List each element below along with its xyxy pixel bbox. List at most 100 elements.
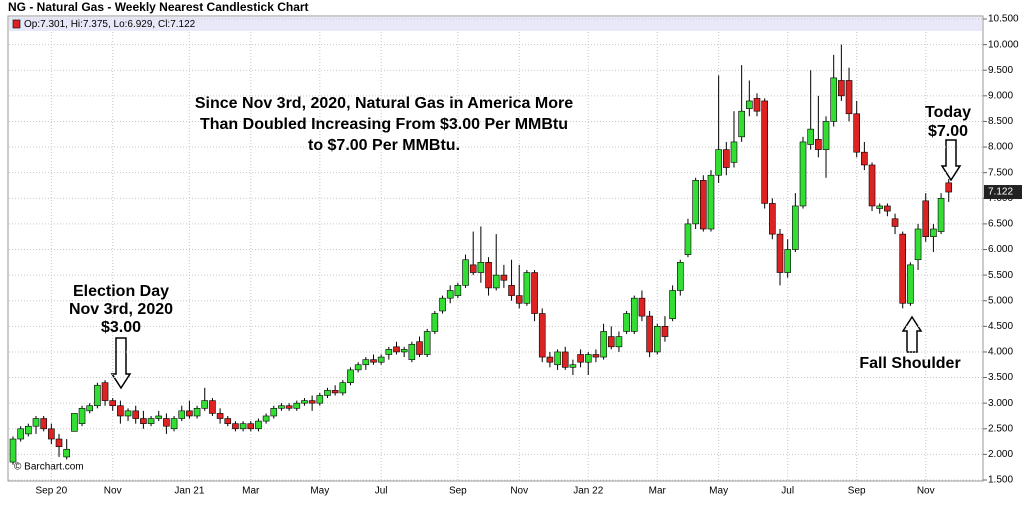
candle-body bbox=[630, 297, 638, 332]
candle-body bbox=[55, 438, 63, 448]
candle-body bbox=[86, 405, 93, 412]
x-tick-label: Jul bbox=[375, 486, 388, 497]
candle-body bbox=[216, 413, 224, 419]
y-tick-label: 3.500 bbox=[988, 372, 1013, 383]
candle-body bbox=[930, 228, 937, 237]
chart-title: NG - Natural Gas - Weekly Nearest Candle… bbox=[8, 0, 309, 14]
candle-body bbox=[508, 285, 515, 296]
candle-body bbox=[462, 259, 469, 286]
candle-body bbox=[308, 400, 316, 404]
candle-body bbox=[331, 390, 339, 394]
candle-body bbox=[577, 354, 584, 363]
candle-body bbox=[247, 423, 255, 430]
annotation: Fall Shoulder bbox=[859, 355, 960, 372]
y-tick-label: 6.000 bbox=[988, 244, 1013, 255]
candle-body bbox=[830, 77, 837, 122]
candle-body bbox=[178, 410, 186, 419]
candle-body bbox=[907, 264, 914, 304]
x-tick-label: Mar bbox=[649, 486, 667, 497]
candle-body bbox=[370, 359, 377, 363]
annotation: $3.00 bbox=[101, 319, 141, 336]
y-tick-label: 4.500 bbox=[988, 321, 1013, 332]
candle-body bbox=[692, 180, 699, 225]
candle-body bbox=[607, 336, 615, 348]
x-tick-label: Nov bbox=[917, 486, 935, 497]
candle-body bbox=[25, 425, 32, 435]
candle-body bbox=[278, 405, 285, 409]
candle-body bbox=[316, 395, 324, 404]
candle-body bbox=[584, 354, 592, 363]
annotation: Than Doubled Increasing From $3.00 Per M… bbox=[200, 116, 568, 133]
annotation: $7.00 bbox=[928, 123, 968, 140]
y-tick-label: 4.000 bbox=[988, 347, 1013, 358]
candle-body bbox=[124, 410, 132, 417]
candle-body bbox=[78, 407, 86, 424]
x-tick-label: Jan 22 bbox=[573, 486, 603, 497]
x-tick-label: Nov bbox=[510, 486, 528, 497]
candle-body bbox=[63, 448, 70, 458]
candle-body bbox=[899, 233, 907, 304]
candle-body bbox=[638, 297, 646, 317]
candle-body bbox=[515, 295, 523, 304]
candle-body bbox=[385, 349, 393, 355]
candle-body bbox=[408, 343, 416, 360]
candle-body bbox=[469, 264, 477, 273]
candle-body bbox=[209, 400, 216, 414]
candle-body bbox=[868, 164, 876, 207]
candle-body bbox=[761, 100, 768, 204]
x-tick-label: Jul bbox=[781, 486, 794, 497]
candle-body bbox=[109, 400, 117, 407]
y-tick-label: 5.000 bbox=[988, 295, 1013, 306]
candle-body bbox=[140, 418, 147, 424]
candle-body bbox=[914, 228, 922, 261]
candle-body bbox=[807, 128, 814, 145]
candle-body bbox=[32, 418, 40, 427]
candle-body bbox=[40, 418, 47, 430]
candle-body bbox=[945, 182, 953, 193]
candle-body bbox=[853, 113, 861, 153]
arrow bbox=[901, 315, 923, 353]
candle-body bbox=[600, 331, 607, 358]
candle-body bbox=[546, 356, 554, 363]
candle-body bbox=[285, 405, 293, 409]
candle-body bbox=[822, 121, 830, 150]
candle-body bbox=[163, 418, 170, 427]
candle-body bbox=[531, 272, 538, 314]
candle-body bbox=[324, 390, 331, 396]
candle-body bbox=[937, 197, 945, 232]
candle-body bbox=[845, 80, 853, 115]
candle-body bbox=[17, 428, 24, 440]
candle-body bbox=[861, 151, 868, 166]
candle-body bbox=[776, 233, 784, 273]
candle-body bbox=[746, 100, 753, 109]
candle-body bbox=[730, 141, 738, 163]
candle-body bbox=[377, 356, 385, 363]
candle-body bbox=[669, 290, 676, 319]
candle-body bbox=[561, 351, 569, 368]
arrow bbox=[940, 139, 962, 182]
candle-body bbox=[753, 98, 761, 112]
candle-body bbox=[623, 313, 630, 332]
candle-body bbox=[446, 290, 454, 299]
candle-body bbox=[500, 274, 508, 281]
candle-body bbox=[423, 331, 431, 355]
watermark: © Barchart.com bbox=[14, 462, 84, 473]
candle-body bbox=[170, 418, 178, 430]
legend-band bbox=[9, 17, 982, 31]
y-tick-label: 7.500 bbox=[988, 167, 1013, 178]
candle-body bbox=[354, 364, 362, 371]
candle-body bbox=[715, 149, 722, 176]
candle-body bbox=[400, 349, 408, 353]
candle-body bbox=[485, 262, 492, 289]
candle-body bbox=[784, 249, 791, 273]
candle-body bbox=[838, 80, 845, 97]
x-tick-label: May bbox=[310, 486, 329, 497]
candle-body bbox=[592, 354, 600, 358]
candle-body bbox=[193, 407, 201, 417]
last-price-label: 7.122 bbox=[988, 187, 1013, 198]
candle-body bbox=[699, 180, 707, 230]
legend-swatch bbox=[12, 19, 21, 29]
candle-body bbox=[439, 297, 446, 312]
candle-body bbox=[922, 200, 930, 237]
legend-text: Op:7.301, Hi:7.375, Lo:6.929, Cl:7.122 bbox=[24, 19, 196, 30]
